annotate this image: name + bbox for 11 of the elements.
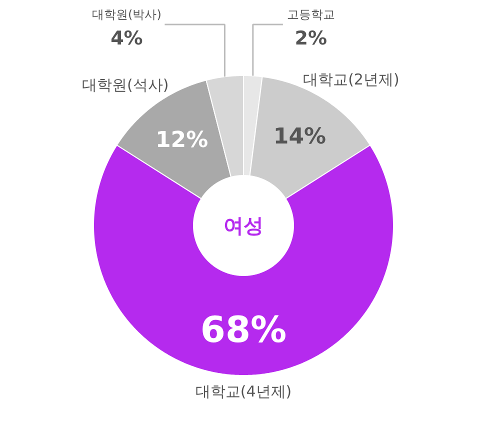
slice-label: 대학원(박사) [92,8,162,22]
slice-label: 대학원(석사) [82,76,169,94]
data-label: 14% [273,124,326,150]
slice-label: 고등학교 [286,8,335,22]
data-label: 12% [155,128,208,154]
slice-label: 대학교(4년제) [195,382,292,400]
slice-label: 대학교(2년제) [303,70,400,88]
text: 여성 [224,214,264,238]
data-label: 2% [294,28,328,50]
data-label: 4% [110,28,143,50]
data-label: 68% [200,310,287,351]
